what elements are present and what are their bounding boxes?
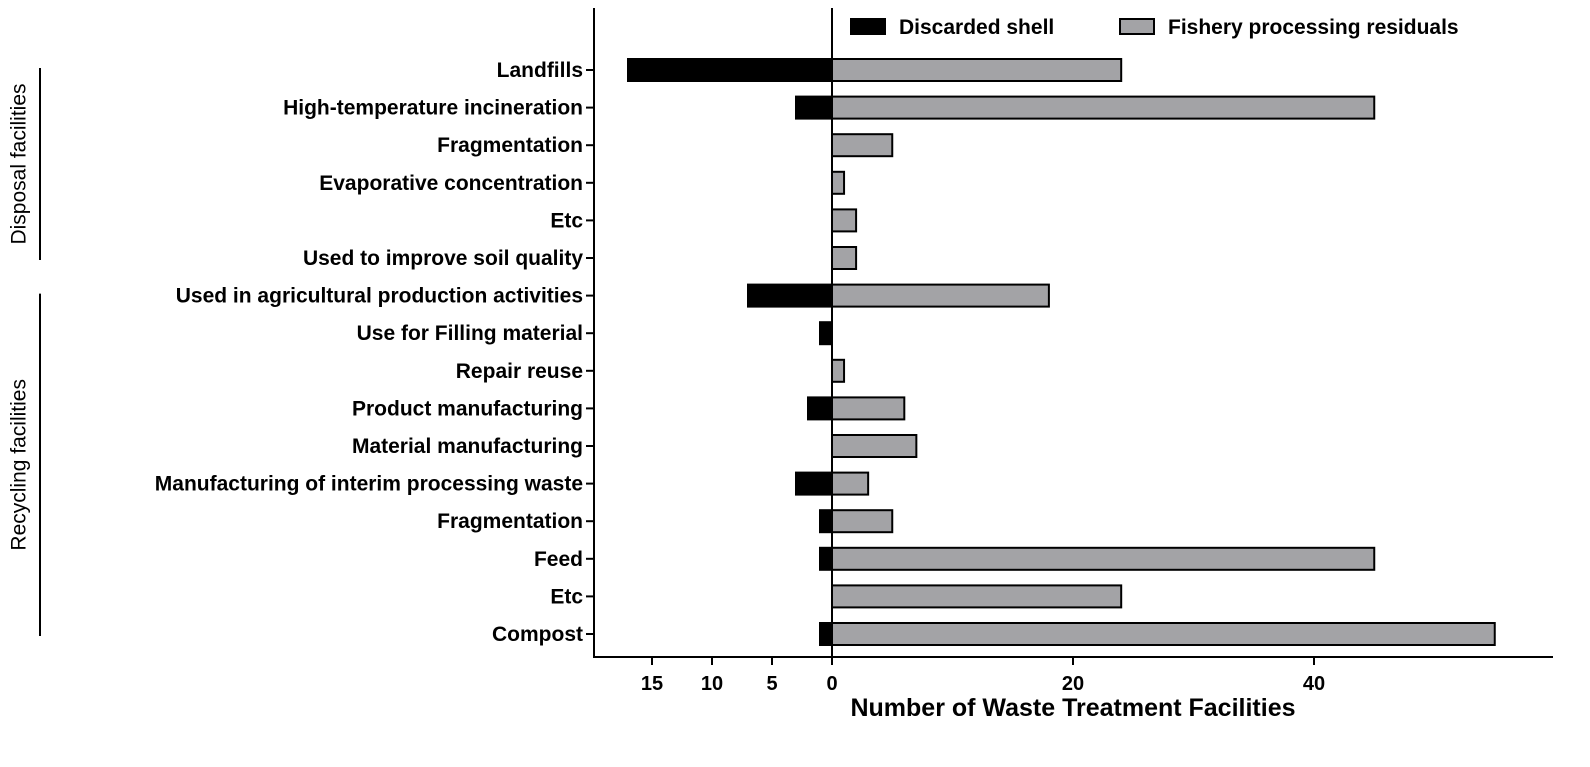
group-label: Disposal facilities [8,83,31,244]
bar-fishery-residuals [831,434,918,458]
category-label: Compost [492,623,583,646]
x-tick-label: 0 [826,673,837,695]
bar-discarded-shell [807,396,833,421]
bar-discarded-shell [627,58,833,82]
category-label: Etc [550,585,583,608]
x-tick-label: 5 [766,673,777,695]
category-label: Material manufacturing [352,435,583,458]
legend-label: Discarded shell [899,16,1054,39]
bar-fishery-residuals [831,208,858,233]
bar-fishery-residuals [831,396,906,421]
legend-label: Fishery processing residuals [1168,16,1459,39]
category-label: Use for Filling material [357,322,583,345]
legend-swatch [1119,18,1155,35]
category-label: Feed [534,548,583,571]
bar-fishery-residuals [831,95,1376,120]
bar-fishery-residuals [831,622,1496,646]
x-tick-label: 10 [701,673,723,695]
category-label: Product manufacturing [352,397,583,420]
bar-fishery-residuals [831,471,870,496]
bar-discarded-shell [819,622,833,646]
bar-discarded-shell [795,95,833,120]
group-label: Recycling facilities [8,379,31,551]
bar-fishery-residuals [831,584,1123,609]
bar-discarded-shell [819,546,833,571]
bar-fishery-residuals [831,58,1123,82]
bar-fishery-residuals [831,546,1376,571]
category-label: High-temperature incineration [283,97,583,120]
category-label: Evaporative concentration [319,172,583,195]
category-label: Fragmentation [437,510,583,533]
category-label: Used to improve soil quality [303,247,583,270]
category-label: Landfills [497,59,583,82]
category-label: Fragmentation [437,134,583,157]
x-tick-label: 15 [641,673,663,695]
bar-fishery-residuals [831,133,894,158]
bar-discarded-shell [819,509,833,534]
x-tick-label: 20 [1062,673,1084,695]
bar-fishery-residuals [831,509,894,534]
category-label: Used in agricultural production activiti… [176,285,583,308]
x-tick-label: 40 [1303,673,1325,695]
category-label: Repair reuse [456,360,583,383]
bar-discarded-shell [747,283,833,308]
bar-fishery-residuals [831,283,1050,308]
legend-swatch [850,18,886,35]
category-label: Etc [550,209,583,232]
bar-fishery-residuals [831,246,858,270]
bar-fishery-residuals [831,170,846,195]
x-axis-label: Number of Waste Treatment Facilities [850,694,1295,722]
bar-discarded-shell [819,321,833,346]
bar-fishery-residuals [831,358,846,383]
category-label: Manufacturing of interim processing wast… [155,473,583,496]
bar-discarded-shell [795,471,833,496]
